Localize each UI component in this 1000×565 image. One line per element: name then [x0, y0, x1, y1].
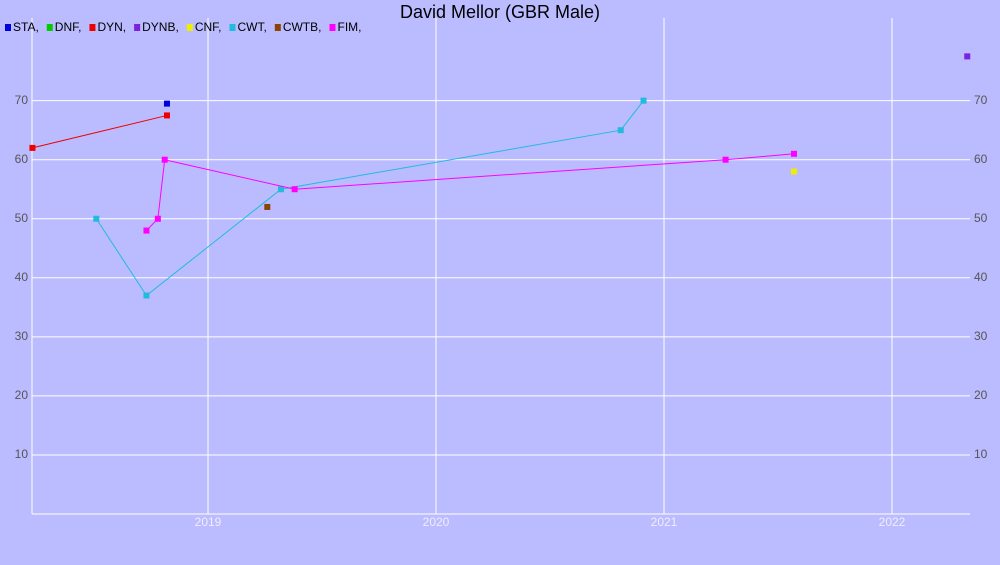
y-tick-label: 40 — [15, 270, 29, 284]
y-tick-label: 60 — [974, 152, 988, 166]
x-tick-label: 2020 — [423, 515, 450, 529]
data-point — [722, 156, 729, 163]
data-point — [277, 186, 284, 193]
y-tick-label: 20 — [15, 388, 29, 402]
legend-label: CWTB, — [283, 20, 322, 34]
x-tick-label: 2019 — [195, 515, 222, 529]
legend-swatch — [46, 24, 53, 31]
y-tick-label: 20 — [974, 388, 988, 402]
legend-swatch — [274, 24, 281, 31]
y-tick-label: 10 — [974, 447, 988, 461]
legend-label: CWT, — [237, 20, 266, 34]
x-tick-label: 2022 — [879, 515, 906, 529]
legend-swatch — [186, 24, 193, 31]
chart-title: David Mellor (GBR Male) — [400, 2, 600, 22]
y-tick-label: 50 — [15, 211, 29, 225]
data-point — [163, 100, 170, 107]
y-tick-label: 60 — [15, 152, 29, 166]
data-point — [143, 292, 150, 299]
legend-label: DYNB, — [142, 20, 179, 34]
data-point — [163, 112, 170, 119]
data-point — [617, 127, 624, 134]
y-tick-label: 30 — [15, 329, 29, 343]
y-tick-label: 30 — [974, 329, 988, 343]
legend-label: DYN, — [97, 20, 126, 34]
data-point — [93, 215, 100, 222]
data-point — [964, 53, 971, 60]
data-point — [161, 156, 168, 163]
data-point — [143, 227, 150, 234]
y-tick-label: 70 — [15, 93, 29, 107]
data-point — [640, 97, 647, 104]
legend-swatch — [329, 24, 336, 31]
data-point — [29, 144, 36, 151]
legend-swatch — [89, 24, 96, 31]
legend-label: FIM, — [337, 20, 361, 34]
legend-label: STA, — [13, 20, 39, 34]
y-tick-label: 10 — [15, 447, 29, 461]
legend-swatch — [229, 24, 236, 31]
y-tick-label: 70 — [974, 93, 988, 107]
legend-label: DNF, — [55, 20, 82, 34]
series-line — [32, 114, 168, 149]
legend-swatch — [5, 24, 11, 31]
data-point — [291, 186, 298, 193]
legend-label: CNF, — [195, 20, 222, 34]
data-point — [790, 150, 797, 157]
y-tick-label: 40 — [974, 270, 988, 284]
data-point — [790, 168, 797, 175]
x-tick-label: 2021 — [651, 515, 678, 529]
legend-swatch — [134, 24, 141, 31]
data-point — [264, 203, 271, 210]
y-tick-label: 50 — [974, 211, 988, 225]
data-point — [154, 215, 161, 222]
